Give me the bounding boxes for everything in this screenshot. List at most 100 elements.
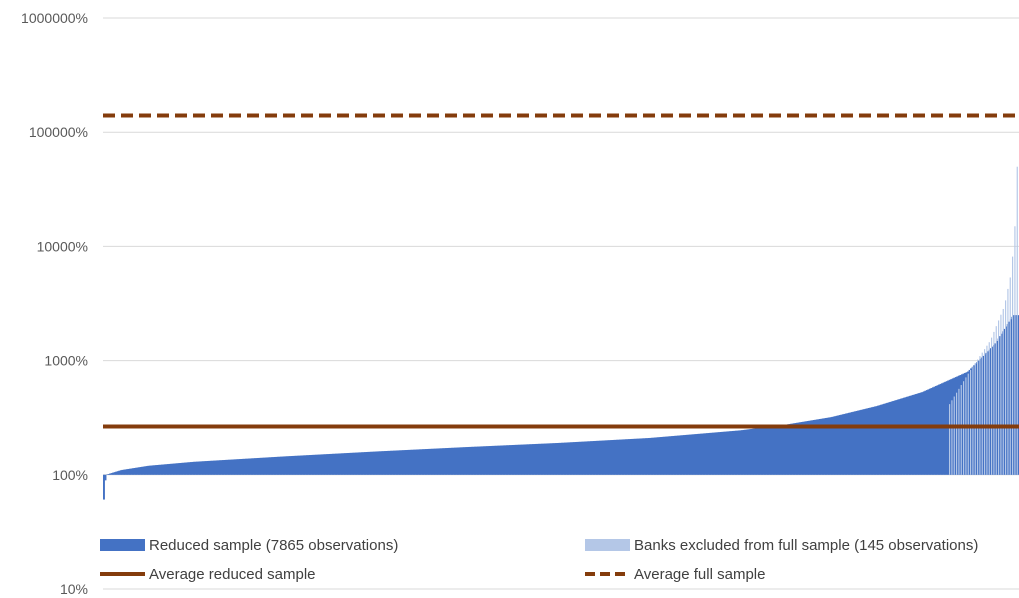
bar-reduced bbox=[881, 404, 884, 475]
bar-reduced bbox=[325, 454, 328, 475]
bar-reduced bbox=[464, 447, 467, 475]
bar-reduced bbox=[1017, 315, 1019, 475]
bar-reduced bbox=[426, 448, 429, 475]
bar-reduced bbox=[402, 450, 405, 475]
bar-reduced bbox=[278, 456, 281, 475]
bar-reduced bbox=[619, 439, 621, 475]
bar-reduced bbox=[290, 456, 293, 475]
bar-reduced bbox=[367, 451, 370, 475]
bar-excluded bbox=[984, 349, 986, 475]
bar-reduced bbox=[667, 436, 670, 475]
bar-reduced bbox=[617, 439, 620, 475]
bar-excluded bbox=[970, 369, 972, 475]
bar-reduced bbox=[892, 401, 895, 475]
bar-excluded bbox=[958, 388, 960, 475]
bar-reduced bbox=[145, 466, 148, 475]
bar-reduced bbox=[251, 458, 254, 475]
bar-reduced bbox=[135, 467, 137, 475]
bar-reduced bbox=[365, 452, 368, 475]
bar-reduced bbox=[573, 442, 576, 475]
bar-reduced bbox=[286, 456, 289, 475]
reference-lines bbox=[103, 113, 1019, 429]
bar-reduced bbox=[909, 395, 912, 475]
bar-reduced bbox=[248, 458, 250, 475]
legend-excluded-swatch bbox=[585, 539, 630, 551]
bar-reduced bbox=[880, 404, 882, 475]
bar-reduced bbox=[298, 455, 301, 475]
bar-reduced bbox=[222, 460, 225, 475]
bar-reduced bbox=[200, 461, 203, 475]
bar-reduced bbox=[811, 420, 814, 475]
bar-reduced bbox=[437, 448, 440, 475]
bar-reduced bbox=[475, 446, 478, 475]
bar-reduced bbox=[921, 392, 924, 475]
bar-reduced bbox=[223, 459, 226, 475]
bar-reduced bbox=[444, 448, 447, 475]
bar-reduced bbox=[664, 436, 667, 475]
bar-excluded bbox=[986, 345, 988, 475]
bar-reduced bbox=[887, 402, 890, 475]
bar-reduced bbox=[237, 459, 240, 475]
bar-reduced bbox=[342, 453, 345, 475]
bar-reduced bbox=[896, 399, 899, 475]
bar-reduced bbox=[941, 383, 944, 475]
bar-reduced bbox=[756, 428, 759, 475]
bar-reduced bbox=[480, 446, 483, 475]
bar-reduced bbox=[635, 438, 638, 475]
bar-excluded bbox=[991, 337, 993, 475]
bar-reduced bbox=[121, 469, 124, 475]
bar-reduced bbox=[551, 443, 554, 475]
bar-reduced bbox=[470, 446, 473, 475]
bar-reduced bbox=[394, 450, 397, 475]
bar-reduced bbox=[602, 440, 605, 475]
bar-reduced bbox=[831, 416, 834, 475]
bar-reduced bbox=[309, 455, 312, 475]
bar-reduced bbox=[449, 447, 452, 475]
bar-reduced bbox=[133, 468, 136, 475]
bar-reduced bbox=[606, 440, 609, 475]
bar-reduced bbox=[809, 420, 812, 475]
bar-reduced bbox=[931, 387, 934, 475]
bar-reduced bbox=[194, 461, 197, 475]
bar-reduced bbox=[608, 440, 611, 475]
bar-reduced bbox=[338, 453, 341, 475]
bar-reduced bbox=[651, 437, 653, 475]
bar-reduced bbox=[127, 468, 130, 475]
bar-reduced bbox=[171, 463, 174, 475]
bar-reduced bbox=[640, 438, 643, 475]
bar-reduced bbox=[193, 461, 195, 475]
bar-reduced bbox=[715, 432, 718, 475]
bar-reduced bbox=[567, 442, 570, 475]
bar-reduced bbox=[521, 444, 524, 475]
bar-reduced bbox=[434, 448, 437, 475]
bar-reduced bbox=[825, 417, 828, 475]
bar-reduced bbox=[408, 449, 411, 475]
bar-reduced bbox=[390, 450, 392, 475]
bar-reduced bbox=[374, 451, 377, 475]
y-tick-label: 100000% bbox=[29, 124, 88, 140]
bar-reduced bbox=[432, 448, 435, 475]
bar-reduced bbox=[243, 458, 246, 475]
bar-reduced bbox=[820, 418, 823, 475]
bar-reduced bbox=[702, 433, 705, 475]
bar-reduced bbox=[119, 470, 122, 475]
bar-reduced bbox=[699, 433, 702, 475]
bar-reduced bbox=[724, 431, 727, 475]
bar-reduced bbox=[138, 467, 141, 475]
legend-average-reduced-label: Average reduced sample bbox=[149, 566, 316, 583]
bar-reduced bbox=[828, 417, 831, 475]
bar-reduced bbox=[632, 438, 635, 475]
bar-reduced bbox=[762, 427, 765, 475]
bar-reduced bbox=[399, 450, 402, 475]
bar-reduced bbox=[819, 418, 821, 475]
bar-reduced bbox=[112, 472, 115, 475]
bar-reduced bbox=[733, 430, 736, 475]
bar-reduced bbox=[851, 412, 853, 475]
bar-reduced bbox=[159, 464, 162, 475]
bar-reduced bbox=[790, 423, 792, 475]
bar-reduced bbox=[681, 435, 684, 475]
bar-reduced bbox=[295, 455, 298, 475]
bar-reduced bbox=[202, 461, 205, 475]
bar-reduced bbox=[840, 414, 843, 475]
bar-reduced bbox=[590, 441, 592, 475]
